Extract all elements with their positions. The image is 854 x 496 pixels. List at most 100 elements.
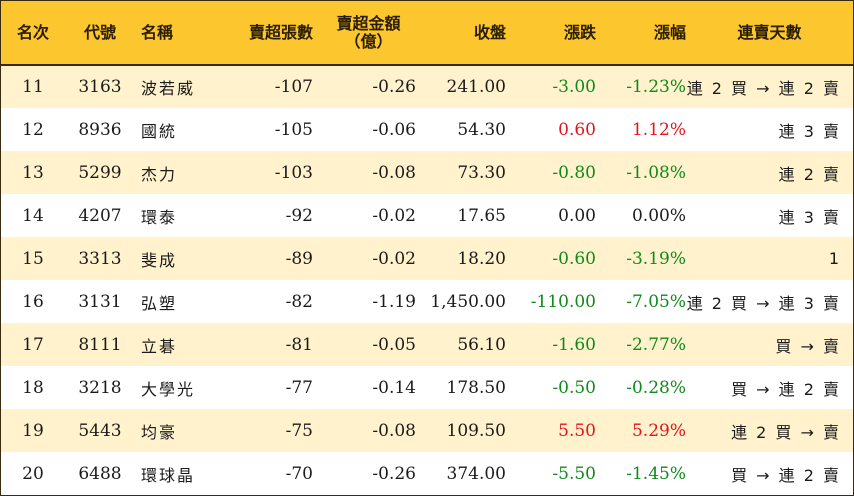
cell-rank: 13 — [22, 162, 44, 183]
cell-change-pct: -1.08% — [626, 162, 686, 183]
cell-streak: 連 2 賣 — [778, 164, 841, 184]
cell-name: 波若威 — [141, 79, 196, 98]
cell-close: 54.30 — [457, 119, 506, 140]
cell-rank: 18 — [22, 377, 44, 398]
cell-change-pct: -3.19% — [626, 248, 686, 269]
cell-net-sell-shares: -77 — [285, 377, 313, 398]
cell-streak: 買 → 連 2 賣 — [731, 465, 841, 485]
cell-rank: 17 — [22, 334, 44, 355]
cell-code: 3163 — [78, 77, 122, 97]
cell-close: 178.50 — [446, 377, 506, 398]
cell-net-sell-amount: -0.08 — [372, 420, 416, 441]
cell-change-pct: -1.23% — [626, 77, 686, 97]
cell-close: 109.50 — [446, 420, 506, 441]
cell-net-sell-amount: -0.14 — [372, 377, 416, 398]
cell-net-sell-shares: -92 — [285, 205, 313, 226]
table-row: 20 6488 環球晶 -70 -0.26 374.00 -5.50 -1.45% 買 → 連 … — [1, 452, 853, 495]
cell-net-sell-amount: -0.02 — [372, 205, 416, 226]
cell-name: 環泰 — [141, 207, 178, 227]
cell-code: 8936 — [78, 119, 122, 140]
header-change-pct: 漲幅 — [596, 1, 686, 66]
cell-change: 0.00 — [558, 205, 596, 226]
cell-streak: 連 3 賣 — [778, 207, 841, 227]
cell-name: 均豪 — [141, 422, 178, 442]
header-close: 收盤 — [416, 1, 506, 66]
cell-change-pct: -0.28% — [626, 377, 686, 398]
cell-rank: 14 — [22, 205, 44, 226]
header-rank: 名次 — [1, 1, 65, 66]
cell-streak: 連 2 買 → 連 2 賣 — [686, 79, 841, 98]
cell-name: 環球晶 — [141, 465, 196, 485]
cell-change-pct: -1.45% — [626, 463, 686, 484]
cell-rank: 12 — [22, 119, 44, 140]
cell-net-sell-amount: -0.26 — [372, 77, 416, 97]
cell-code: 3218 — [78, 377, 122, 398]
cell-net-sell-amount: -0.08 — [372, 162, 416, 183]
cell-change-pct: -7.05% — [626, 291, 686, 312]
table-row: 11 3163 波若威 -107 -0.26 241.00 -3.00 -1.23% 連 2 買… — [1, 65, 853, 108]
cell-close: 18.20 — [457, 248, 506, 269]
cell-close: 56.10 — [457, 334, 506, 355]
cell-net-sell-shares: -89 — [285, 248, 313, 269]
cell-net-sell-amount: -1.19 — [372, 291, 416, 312]
table-row: 15 3313 斐成 -89 -0.02 18.20 -0.60 -3.19% 1 — [1, 237, 853, 280]
cell-streak: 1 — [828, 249, 841, 268]
table-row: 14 4207 環泰 -92 -0.02 17.65 0.00 0.00% 連 3 賣 — [1, 194, 853, 237]
cell-streak: 連 2 買 → 賣 — [731, 422, 841, 442]
cell-net-sell-shares: -103 — [274, 162, 313, 183]
cell-change-pct: 0.00% — [631, 205, 686, 226]
cell-net-sell-shares: -105 — [274, 119, 313, 140]
cell-net-sell-shares: -81 — [285, 334, 313, 355]
cell-change: -0.50 — [552, 377, 596, 398]
cell-rank: 20 — [22, 463, 44, 484]
cell-close: 17.65 — [457, 205, 506, 226]
cell-streak: 買 → 賣 — [775, 336, 841, 356]
cell-change: -0.60 — [552, 248, 596, 269]
cell-code: 8111 — [78, 334, 122, 355]
cell-change: -5.50 — [552, 463, 596, 484]
cell-rank: 15 — [22, 248, 44, 269]
cell-change: 5.50 — [558, 420, 596, 441]
cell-net-sell-amount: -0.05 — [372, 334, 416, 355]
header-net-sell-amount: 賣超金額 （億） — [313, 1, 416, 66]
cell-code: 6488 — [78, 463, 122, 484]
table-row: 13 5299 杰力 -103 -0.08 73.30 -0.80 -1.08% 連 2 賣 — [1, 151, 853, 194]
cell-change: -0.80 — [552, 162, 596, 183]
cell-change: -110.00 — [530, 291, 596, 312]
cell-change-pct: -2.77% — [626, 334, 686, 355]
table-row: 19 5443 均豪 -75 -0.08 109.50 5.50 5.29% 連 2 買 → 賣 — [1, 409, 853, 452]
cell-name: 國統 — [141, 121, 178, 141]
cell-close: 73.30 — [457, 162, 506, 183]
header-net-sell-amount-label: 賣超金額 — [336, 13, 401, 33]
header-change: 漲跌 — [506, 1, 596, 66]
table-body: 11 3163 波若威 -107 -0.26 241.00 -3.00 -1.23% 連 2 買… — [1, 65, 853, 495]
cell-net-sell-shares: -107 — [274, 77, 313, 97]
cell-change: 0.60 — [558, 119, 596, 140]
header-net-sell-amount-unit: （億） — [344, 31, 393, 51]
cell-net-sell-amount: -0.26 — [372, 463, 416, 484]
cell-net-sell-amount: -0.02 — [372, 248, 416, 269]
cell-streak: 連 2 買 → 連 3 賣 — [686, 293, 841, 313]
cell-rank: 16 — [22, 291, 44, 312]
header-name: 名稱 — [135, 1, 225, 66]
cell-streak: 買 → 連 2 賣 — [731, 379, 841, 399]
cell-change: -1.60 — [552, 334, 596, 355]
cell-close: 1,450.00 — [430, 291, 506, 312]
cell-code: 4207 — [78, 205, 122, 226]
cell-name: 立碁 — [141, 336, 178, 356]
cell-change: -3.00 — [552, 77, 596, 97]
cell-code: 3313 — [78, 248, 122, 269]
header-streak: 連賣天數 — [686, 1, 853, 66]
cell-name: 大學光 — [141, 379, 196, 399]
table-row: 18 3218 大學光 -77 -0.14 178.50 -0.50 -0.28% 買 → 連 … — [1, 366, 853, 409]
cell-close: 374.00 — [446, 463, 506, 484]
cell-name: 斐成 — [141, 250, 178, 270]
cell-change-pct: 1.12% — [631, 119, 686, 140]
header-net-sell-shares: 賣超張數 — [225, 1, 313, 66]
cell-name: 杰力 — [141, 164, 178, 184]
header-row: 名次 代號 名稱 賣超張數 賣超金額 （億） 收盤 漲跌 漲幅 連賣天數 — [1, 1, 853, 66]
header-code: 代號 — [65, 1, 135, 66]
cell-net-sell-shares: -70 — [285, 463, 313, 484]
table-row: 16 3131 弘塑 -82 -1.19 1,450.00 -110.00 -7.05% 連 2… — [1, 280, 853, 323]
